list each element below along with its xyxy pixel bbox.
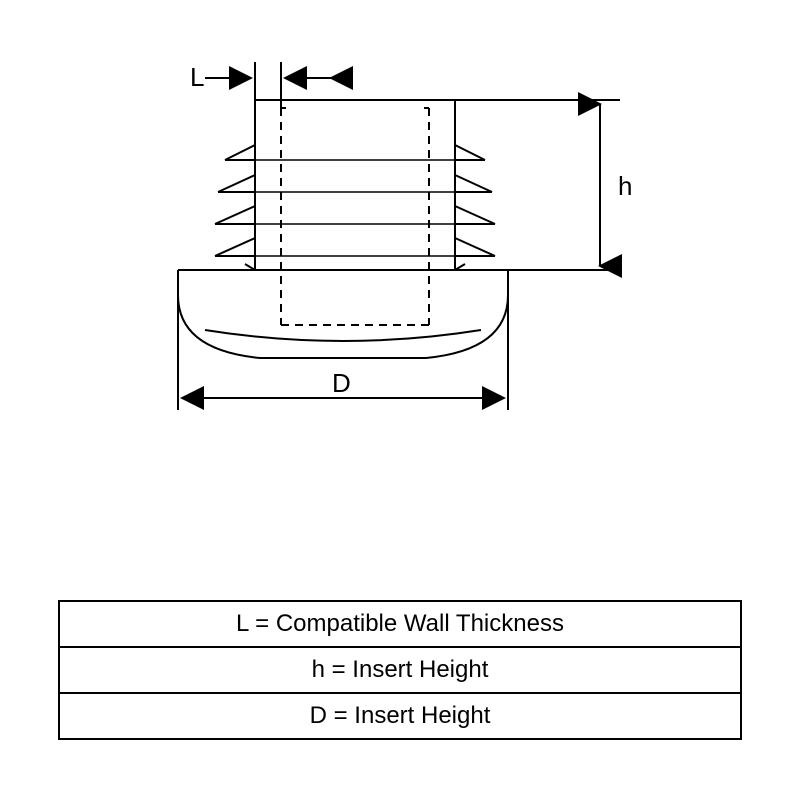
table-row: D = Insert Height [59, 693, 741, 739]
legend-h: h = Insert Height [59, 647, 741, 693]
insert-plug-drawing: L h D [0, 0, 800, 560]
legend-D: D = Insert Height [59, 693, 741, 739]
label-h: h [618, 171, 632, 201]
table-row: h = Insert Height [59, 647, 741, 693]
label-L: L [190, 62, 204, 92]
legend-table: L = Compatible Wall Thickness h = Insert… [58, 600, 742, 740]
legend-L: L = Compatible Wall Thickness [59, 601, 741, 647]
label-D: D [332, 368, 351, 398]
technical-diagram: L h D [0, 0, 800, 560]
table-row: L = Compatible Wall Thickness [59, 601, 741, 647]
